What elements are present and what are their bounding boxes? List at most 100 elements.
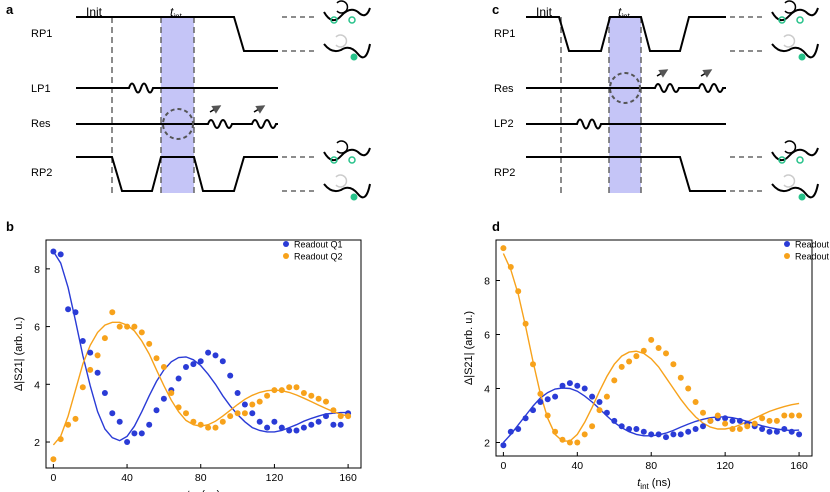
point-q1	[596, 399, 603, 405]
point-q2	[515, 288, 522, 295]
point-q2	[537, 390, 544, 397]
point-q1	[116, 418, 123, 425]
point-q1	[766, 428, 773, 435]
x-tick-label: 40	[571, 460, 583, 472]
point-q1	[241, 401, 248, 408]
point-q1	[507, 428, 514, 435]
point-q2	[212, 424, 219, 431]
point-q1	[124, 439, 131, 445]
point-q2	[603, 393, 610, 400]
double-well-icon-a3	[323, 140, 371, 164]
point-q1	[796, 431, 803, 438]
legend-label: Readout Q2	[294, 252, 343, 262]
legend-label: Readout Q2	[795, 252, 830, 262]
chart-b: 0 40 80 120 160 2 4 6 8 tint (ns) Δ|S21| (arb. u.)…	[13, 239, 362, 492]
point-q1	[677, 431, 684, 438]
point-q1	[175, 375, 182, 382]
double-well-icon-c3	[771, 140, 819, 164]
point-q2	[633, 353, 640, 360]
row-label-lp1-a: LP1	[31, 83, 51, 95]
point-q1	[330, 421, 337, 428]
x-axis-label: tint (ns)	[187, 489, 221, 492]
point-q2	[234, 410, 241, 417]
point-q2	[522, 320, 529, 327]
point-q2	[241, 410, 248, 417]
point-q2	[700, 409, 706, 416]
point-q2	[773, 417, 780, 424]
point-q2	[596, 407, 603, 414]
panel-letter-c: c	[492, 2, 499, 17]
y-tick-label: 6	[484, 330, 490, 342]
lp1-trace-a	[76, 82, 278, 94]
fit-line-q2	[502, 253, 800, 442]
legend-label: Readout Q1	[795, 240, 830, 250]
row-label-rp2-c: RP2	[494, 167, 515, 179]
point-q2	[168, 390, 175, 396]
point-q1	[700, 423, 706, 430]
point-q1	[559, 382, 566, 389]
double-well-icon-c2	[771, 34, 819, 61]
point-q1	[781, 426, 788, 432]
point-q2	[65, 421, 72, 428]
legend-marker	[283, 241, 289, 247]
point-q1	[544, 396, 551, 403]
point-q1	[249, 410, 256, 417]
point-q2	[655, 345, 662, 351]
point-q2	[677, 374, 684, 381]
x-tick-label: 160	[790, 460, 808, 472]
point-q1	[655, 431, 662, 438]
panel-letter-b: b	[6, 219, 14, 234]
double-well-icon-a4	[323, 174, 371, 201]
point-q2	[227, 413, 234, 420]
row-label-rp1-c: RP1	[494, 28, 515, 40]
point-q1	[722, 415, 729, 422]
row-label-res-a: Res	[31, 118, 51, 130]
point-q1	[315, 418, 322, 425]
point-q1	[138, 430, 145, 437]
point-q1	[197, 358, 204, 365]
point-q2	[271, 387, 278, 394]
point-q1	[530, 407, 536, 414]
point-q1	[773, 428, 780, 435]
point-q1	[183, 364, 189, 370]
point-q2	[138, 329, 145, 336]
point-q1	[72, 309, 79, 316]
plot-frame	[45, 239, 362, 469]
point-q1	[537, 399, 544, 405]
point-q2	[507, 264, 514, 270]
panel-c: c Init tint RP1 Res LP2 RP2	[492, 0, 819, 201]
point-q2	[249, 401, 256, 408]
point-q2	[566, 439, 573, 446]
point-q1	[670, 431, 677, 438]
point-q2	[124, 323, 131, 330]
init-label-c: Init	[536, 5, 553, 19]
point-q2	[183, 410, 189, 417]
point-q2	[109, 309, 116, 316]
point-q1	[589, 393, 596, 400]
point-q2	[781, 412, 788, 419]
point-q1	[131, 430, 138, 437]
point-q2	[116, 323, 123, 330]
point-q2	[50, 456, 57, 463]
point-q1	[57, 251, 64, 258]
point-q1	[271, 418, 278, 425]
point-q1	[611, 417, 618, 424]
row-label-res-c: Res	[494, 83, 514, 95]
point-q2	[640, 347, 647, 354]
x-tick-label: 80	[645, 460, 657, 472]
point-q2	[736, 426, 743, 432]
double-well-icon-c1	[771, 0, 819, 24]
point-q2	[278, 387, 285, 394]
y-tick-label: 4	[484, 384, 490, 396]
point-q1	[515, 426, 522, 432]
point-q2	[685, 385, 692, 392]
point-q2	[722, 420, 729, 427]
point-q2	[766, 417, 773, 424]
point-q2	[611, 377, 618, 384]
rp2-trace-c	[526, 156, 726, 192]
point-q1	[522, 415, 529, 422]
fit-line-q1	[52, 251, 349, 442]
measure-icon-a2	[253, 105, 266, 114]
point-q2	[729, 426, 736, 432]
point-q2	[205, 424, 212, 431]
